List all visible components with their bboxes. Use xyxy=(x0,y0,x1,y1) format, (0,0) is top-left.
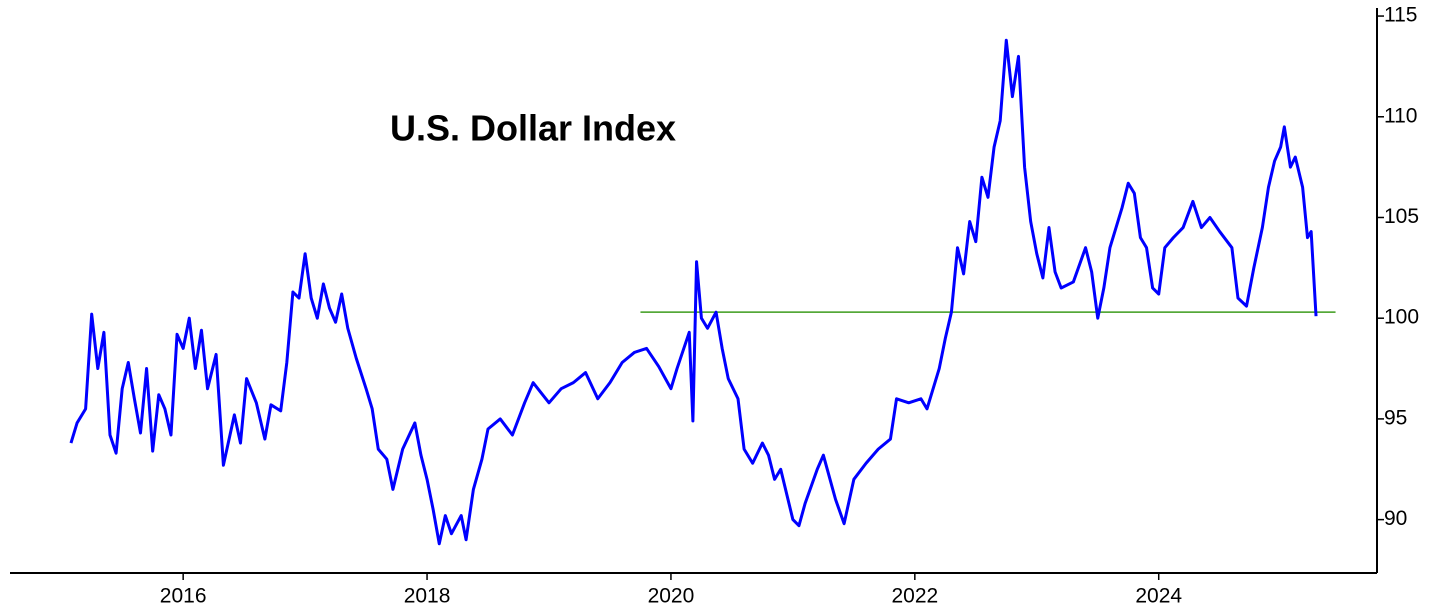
x-tick-label: 2024 xyxy=(1135,585,1182,608)
chart-title: U.S. Dollar Index xyxy=(390,108,676,149)
x-tick-label: 2022 xyxy=(891,585,938,608)
y-tick-label: 110 xyxy=(1384,104,1417,127)
y-tick-label: 90 xyxy=(1384,507,1407,530)
x-tick-label: 2016 xyxy=(160,585,207,608)
y-tick-label: 95 xyxy=(1384,406,1407,429)
data-line xyxy=(69,38,1318,546)
y-tick-label: 105 xyxy=(1384,205,1419,228)
x-tick-label: 2020 xyxy=(648,585,695,608)
y-tick-label: 115 xyxy=(1384,4,1417,27)
x-tick-label: 2018 xyxy=(404,585,451,608)
y-tick-label: 100 xyxy=(1384,306,1419,329)
